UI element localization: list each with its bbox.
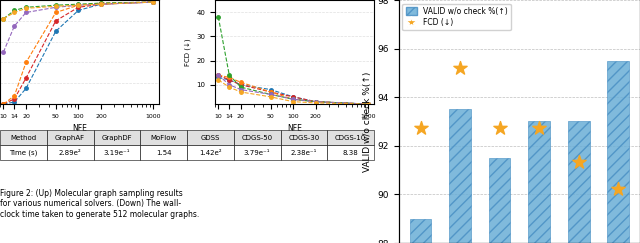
Legend: VALID w/o check %(↑), FCD (↓): VALID w/o check %(↑), FCD (↓) [403,4,511,30]
Text: Figure 2: (Up) Molecular graph sampling results
for various numerical solvers. (: Figure 2: (Up) Molecular graph sampling … [0,189,199,219]
Y-axis label: FCD (↓): FCD (↓) [184,38,191,66]
Bar [489,158,511,243]
Point [573,160,584,164]
Point [415,126,426,130]
Bar [528,122,550,243]
X-axis label: NFE: NFE [287,124,302,133]
Point [613,187,623,191]
Bar [568,122,589,243]
X-axis label: NFE: NFE [72,124,87,133]
Point [534,126,544,130]
Bar [607,61,629,243]
Y-axis label: VALID w/o check %(↑): VALID w/o check %(↑) [363,71,372,172]
Bar [449,109,471,243]
Bar [410,219,431,243]
Point [495,126,505,130]
Point [455,66,465,69]
